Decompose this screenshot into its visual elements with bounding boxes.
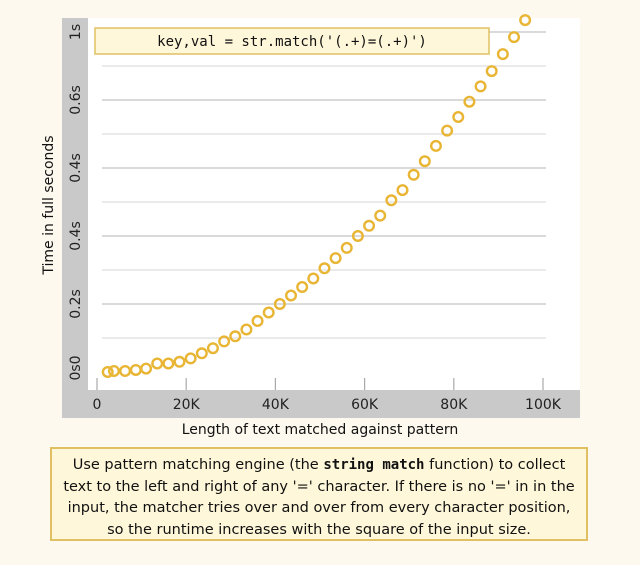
plot-area [88,18,580,372]
x-axis-label: Length of text matched against pattern [182,422,458,438]
data-point [140,362,153,375]
data-point [418,155,431,168]
data-point [151,357,164,370]
data-point [363,219,376,232]
y-axis-band [62,18,88,418]
data-point [519,14,532,27]
y-tick-label: 0.4s [68,153,84,183]
data-point [240,323,253,336]
data-point [496,48,509,61]
data-point [485,65,498,78]
data-point [195,347,208,360]
x-tick-label: 20K [173,397,201,413]
data-point [251,315,264,328]
code-annotation-box [94,27,490,55]
x-tick-label: 60K [351,397,379,413]
y-tick-label: 0.4s [68,221,84,251]
y-tick-label: 0s0 [68,355,84,380]
caption-text-part1: Use pattern matching engine (the [72,457,324,473]
y-axis-ticks: 0s0 0.2s 0.4s 0.4s 0.6s 1s [68,24,84,381]
data-point [474,80,487,93]
caption-box: Use pattern matching engine (the string … [50,447,588,541]
data-point [329,252,342,265]
data-point [463,95,476,108]
data-point [396,184,409,197]
data-point [351,229,364,242]
y-tick-label: 0.2s [68,289,84,319]
data-point [173,355,186,368]
x-tick-label: 80K [440,397,468,413]
data-point [385,194,398,207]
plot-bottom-strip [88,372,580,390]
scatter-chart: 0 20K 40K 60K 80K 100K 0s00.2s0.4s0.4s0.6s1s … [41,14,580,438]
data-point [374,209,387,222]
x-tick-label: 40K [262,397,290,413]
data-point [184,352,197,365]
x-axis-ticks: 0 20K 40K 60K 80K 100K [93,378,562,413]
data-point [429,139,442,152]
data-point [452,110,465,123]
data-point [101,366,114,379]
data-point [318,262,331,275]
data-point [273,298,286,311]
x-tick-label: 0 [93,397,102,413]
data-point [285,289,298,302]
y-axis-label: Time in full seconds [41,135,57,275]
data-points [101,14,532,379]
grid-lines [102,31,546,339]
data-point [407,168,420,181]
data-point [340,241,353,254]
data-point [307,272,320,285]
data-point [218,335,231,348]
data-point [441,124,454,137]
data-point [107,364,120,377]
code-annotation: key,val = str.match('(.+)=(.+)') [157,34,427,50]
data-point [262,306,275,319]
data-point [229,330,242,343]
x-axis-band [62,390,580,418]
y-tick-label: 0.6s [68,85,84,115]
caption-text-part2: function) to collect text to the left an… [63,457,575,538]
y-tick-label: 1s [68,24,84,40]
x-tick-label: 100K [525,397,562,413]
data-point [296,281,309,294]
data-point [162,357,175,370]
data-point [206,342,219,355]
data-point [508,31,521,44]
caption-code: string match [323,457,425,473]
